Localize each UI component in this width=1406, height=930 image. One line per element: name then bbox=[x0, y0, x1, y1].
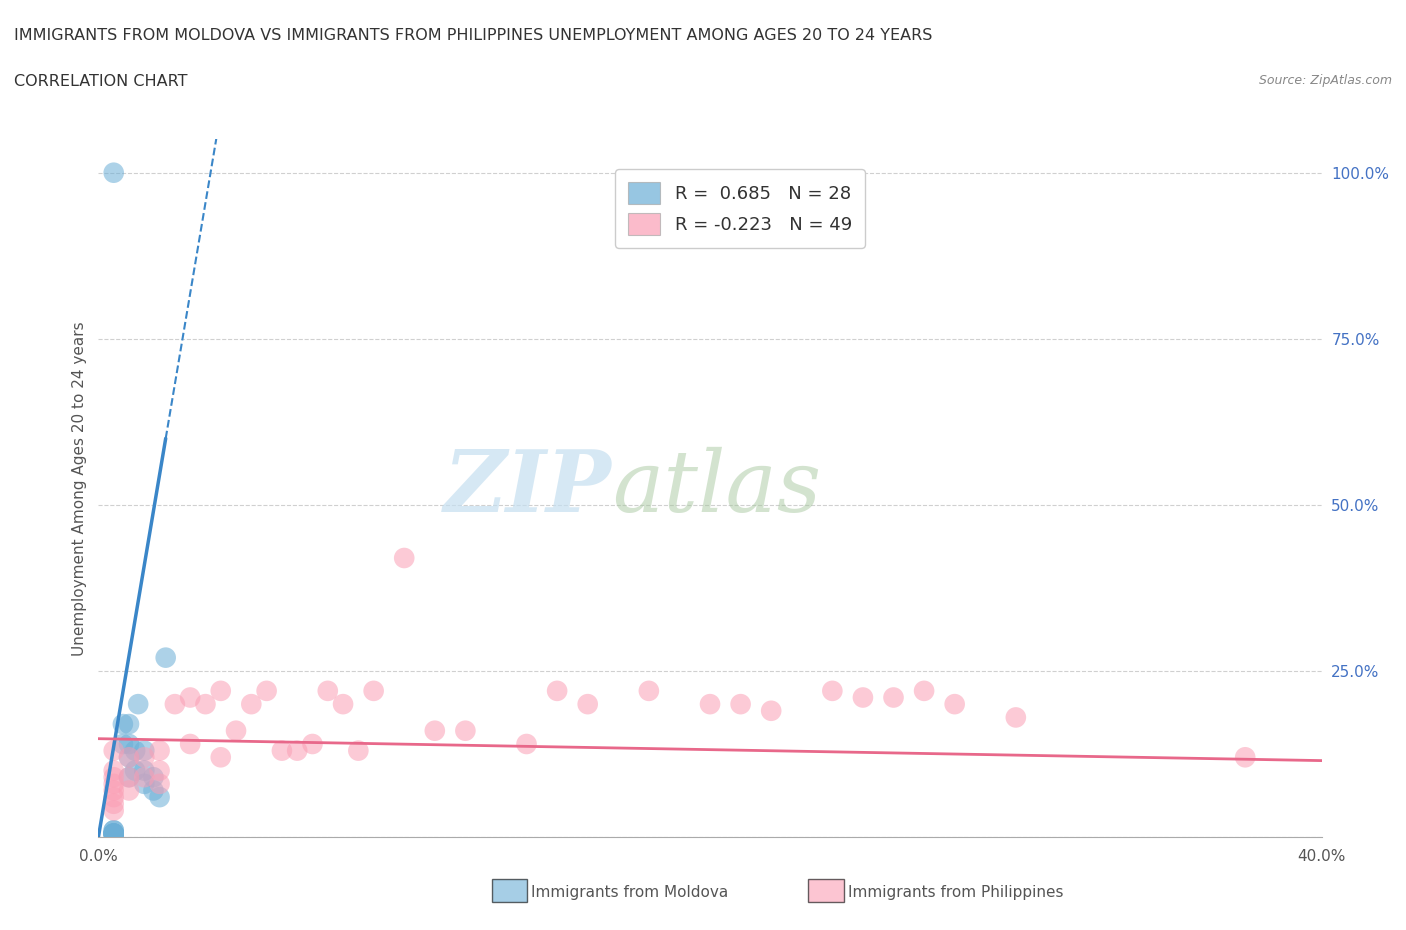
Point bbox=[194, 697, 217, 711]
Text: Source: ZipAtlas.com: Source: ZipAtlas.com bbox=[1258, 74, 1392, 87]
Point bbox=[118, 770, 141, 785]
Point bbox=[332, 697, 354, 711]
Point bbox=[943, 697, 966, 711]
Point bbox=[103, 826, 125, 841]
Point bbox=[134, 743, 156, 758]
Y-axis label: Unemployment Among Ages 20 to 24 years: Unemployment Among Ages 20 to 24 years bbox=[72, 321, 87, 656]
Point bbox=[301, 737, 323, 751]
Point bbox=[225, 724, 247, 738]
Point bbox=[852, 690, 875, 705]
Point bbox=[111, 717, 134, 732]
Point bbox=[163, 697, 186, 711]
Point bbox=[103, 823, 125, 838]
Point bbox=[546, 684, 568, 698]
Point bbox=[912, 684, 935, 698]
Point bbox=[124, 743, 146, 758]
Point bbox=[142, 770, 165, 785]
Point bbox=[179, 737, 201, 751]
Point bbox=[103, 783, 125, 798]
Point bbox=[516, 737, 538, 751]
Point bbox=[759, 703, 782, 718]
Point bbox=[103, 790, 125, 804]
Point bbox=[103, 826, 125, 841]
Point bbox=[149, 790, 172, 804]
Legend: R =  0.685   N = 28, R = -0.223   N = 49: R = 0.685 N = 28, R = -0.223 N = 49 bbox=[614, 169, 865, 247]
Text: ZIP: ZIP bbox=[444, 446, 612, 530]
Text: atlas: atlas bbox=[612, 447, 821, 529]
Point bbox=[392, 551, 416, 565]
Point bbox=[209, 750, 232, 764]
Point bbox=[155, 650, 177, 665]
Point bbox=[423, 724, 446, 738]
Point bbox=[316, 684, 339, 698]
Point bbox=[699, 697, 721, 711]
Point bbox=[103, 826, 125, 841]
Point bbox=[454, 724, 477, 738]
Point bbox=[127, 697, 149, 711]
Point bbox=[103, 743, 125, 758]
Point bbox=[209, 684, 232, 698]
Point bbox=[1234, 750, 1257, 764]
Point bbox=[118, 717, 141, 732]
Point bbox=[103, 777, 125, 791]
Point bbox=[821, 684, 844, 698]
Point bbox=[1004, 710, 1026, 724]
Point bbox=[240, 697, 263, 711]
Point bbox=[103, 826, 125, 841]
Point bbox=[118, 750, 141, 764]
Point bbox=[730, 697, 752, 711]
Point bbox=[118, 783, 141, 798]
Text: CORRELATION CHART: CORRELATION CHART bbox=[14, 74, 187, 89]
Point bbox=[103, 826, 125, 841]
Point bbox=[103, 796, 125, 811]
Text: IMMIGRANTS FROM MOLDOVA VS IMMIGRANTS FROM PHILIPPINES UNEMPLOYMENT AMONG AGES 2: IMMIGRANTS FROM MOLDOVA VS IMMIGRANTS FR… bbox=[14, 28, 932, 43]
Point bbox=[149, 764, 172, 778]
Point bbox=[256, 684, 278, 698]
Text: Immigrants from Moldova: Immigrants from Moldova bbox=[531, 885, 728, 900]
Point bbox=[270, 743, 292, 758]
Point bbox=[134, 764, 156, 778]
Point bbox=[347, 743, 370, 758]
Point bbox=[111, 737, 134, 751]
Point bbox=[149, 777, 172, 791]
Point bbox=[637, 684, 661, 698]
Text: Immigrants from Philippines: Immigrants from Philippines bbox=[848, 885, 1063, 900]
Point bbox=[576, 697, 599, 711]
Point bbox=[149, 743, 172, 758]
Point bbox=[103, 770, 125, 785]
Point bbox=[134, 770, 156, 785]
Point bbox=[103, 826, 125, 841]
Point bbox=[179, 690, 201, 705]
Point bbox=[134, 750, 156, 764]
Point bbox=[103, 166, 125, 180]
Point bbox=[883, 690, 905, 705]
Point bbox=[142, 783, 165, 798]
Point bbox=[363, 684, 385, 698]
Point bbox=[103, 826, 125, 841]
Point bbox=[103, 764, 125, 778]
Point bbox=[103, 826, 125, 841]
Point bbox=[103, 826, 125, 841]
Point bbox=[103, 803, 125, 817]
Point bbox=[118, 737, 141, 751]
Point bbox=[103, 823, 125, 838]
Point bbox=[134, 777, 156, 791]
Point bbox=[118, 750, 141, 764]
Point bbox=[285, 743, 308, 758]
Point bbox=[124, 764, 146, 778]
Point bbox=[118, 770, 141, 785]
